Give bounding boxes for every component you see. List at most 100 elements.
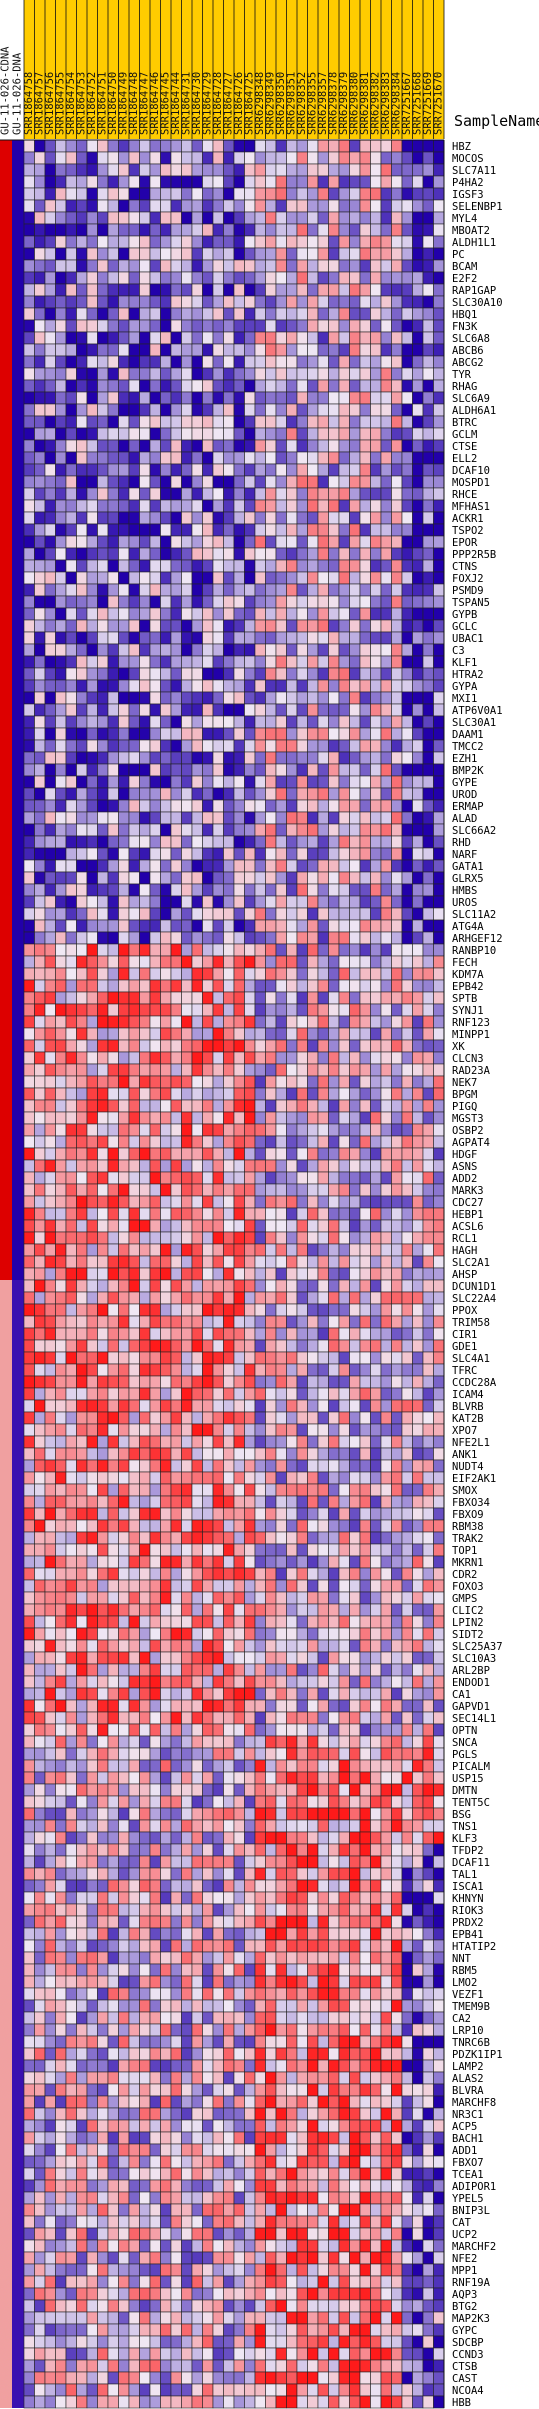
heatmap-cell (35, 1268, 46, 1280)
heatmap-cell (224, 320, 235, 332)
heatmap-cell (140, 716, 151, 728)
heatmap-cell (308, 668, 319, 680)
heatmap-cell (45, 584, 56, 596)
heatmap-cell (192, 752, 203, 764)
class-cell (0, 416, 12, 428)
heatmap-cell (98, 1448, 109, 1460)
heatmap-cell (56, 752, 67, 764)
heatmap-cell (339, 728, 350, 740)
heatmap-cell (56, 428, 67, 440)
heatmap-cell (35, 968, 46, 980)
heatmap-cell (108, 1076, 119, 1088)
heatmap-cell (129, 188, 140, 200)
heatmap-cell (192, 200, 203, 212)
heatmap-cell (24, 164, 35, 176)
heatmap-cell (171, 992, 182, 1004)
heatmap-cell (66, 1196, 77, 1208)
heatmap-cell (392, 512, 403, 524)
heatmap-cell (213, 764, 224, 776)
heatmap-cell (108, 692, 119, 704)
heatmap-cell (308, 1016, 319, 1028)
heatmap-cell (245, 248, 256, 260)
heatmap-cell (182, 200, 193, 212)
heatmap-cell (161, 572, 172, 584)
heatmap-cell (203, 296, 214, 308)
heatmap-cell (192, 236, 203, 248)
heatmap-cell (224, 404, 235, 416)
heatmap-cell (161, 896, 172, 908)
heatmap-cell (77, 1076, 88, 1088)
class-cell (0, 716, 12, 728)
heatmap-cell (56, 584, 67, 596)
heatmap-cell (182, 452, 193, 464)
heatmap-cell (381, 416, 392, 428)
heatmap-cell (108, 656, 119, 668)
heatmap-cell (434, 1436, 445, 1448)
heatmap-cell (108, 1388, 119, 1400)
heatmap-cell (287, 608, 298, 620)
heatmap-cell (350, 500, 361, 512)
heatmap-cell (413, 1340, 424, 1352)
heatmap-cell (287, 848, 298, 860)
heatmap-cell (182, 536, 193, 548)
class-cell (0, 596, 12, 608)
heatmap-cell (434, 980, 445, 992)
heatmap-cell (66, 440, 77, 452)
heatmap-cell (413, 296, 424, 308)
heatmap-cell (140, 692, 151, 704)
heatmap-cell (56, 1076, 67, 1088)
heatmap-cell (150, 1376, 161, 1388)
heatmap-cell (192, 836, 203, 848)
heatmap-cell (224, 344, 235, 356)
heatmap-cell (297, 632, 308, 644)
heatmap-cell (350, 488, 361, 500)
heatmap-cell (119, 1208, 130, 1220)
heatmap-cell (371, 524, 382, 536)
heatmap-cell (339, 572, 350, 584)
heatmap-cell (182, 1244, 193, 1256)
heatmap-cell (392, 644, 403, 656)
heatmap-cell (434, 1016, 445, 1028)
heatmap-cell (339, 896, 350, 908)
heatmap-cell (234, 656, 245, 668)
heatmap-cell (98, 872, 109, 884)
heatmap-cell (255, 1280, 266, 1292)
class-cell (12, 1856, 24, 1868)
heatmap-cell (402, 368, 413, 380)
heatmap-cell (203, 848, 214, 860)
heatmap-cell (413, 428, 424, 440)
heatmap-cell (45, 776, 56, 788)
heatmap-cell (276, 596, 287, 608)
heatmap-cell (182, 596, 193, 608)
heatmap-cell (245, 1388, 256, 1400)
class-cell (0, 920, 12, 932)
heatmap-cell (108, 632, 119, 644)
heatmap-cell (35, 872, 46, 884)
class-cell (12, 2120, 24, 2132)
heatmap-cell (308, 1328, 319, 1340)
heatmap-cell (87, 992, 98, 1004)
heatmap-cell (24, 1376, 35, 1388)
heatmap-cell (297, 1388, 308, 1400)
heatmap-cell (119, 356, 130, 368)
heatmap-cell (140, 668, 151, 680)
heatmap-cell (381, 788, 392, 800)
heatmap-cell (434, 248, 445, 260)
heatmap-cell (371, 908, 382, 920)
heatmap-cell (318, 1052, 329, 1064)
heatmap-cell (66, 740, 77, 752)
heatmap-cell (161, 956, 172, 968)
heatmap-cell (129, 560, 140, 572)
heatmap-cell (276, 488, 287, 500)
heatmap-cell (150, 392, 161, 404)
heatmap-cell (371, 1172, 382, 1184)
heatmap-cell (171, 440, 182, 452)
heatmap-cell (255, 212, 266, 224)
heatmap-cell (392, 908, 403, 920)
heatmap-cell (213, 1220, 224, 1232)
heatmap-cell (140, 524, 151, 536)
class-cell (12, 164, 24, 176)
heatmap-cell (150, 260, 161, 272)
heatmap-cell (129, 1100, 140, 1112)
heatmap-cell (56, 380, 67, 392)
